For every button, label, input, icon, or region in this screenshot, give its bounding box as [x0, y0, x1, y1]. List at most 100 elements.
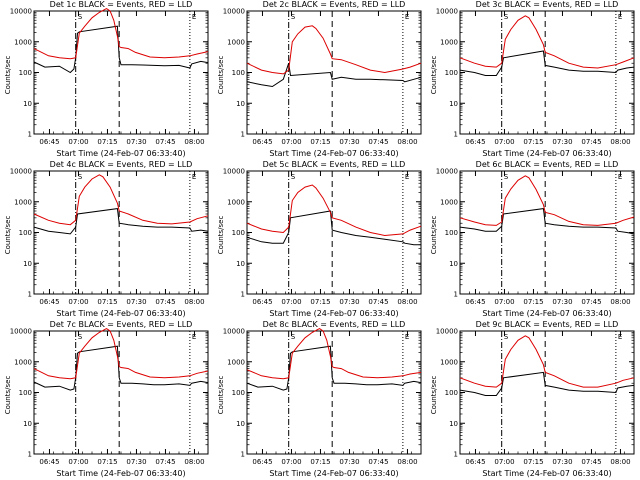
y-tick-label: 10 — [23, 420, 32, 428]
y-tick-label: 1000 — [14, 198, 32, 206]
y-tick-label: 1 — [454, 291, 458, 299]
y-tick-label: 100 — [19, 389, 32, 397]
x-tick-label: 06:45 — [39, 298, 59, 306]
chart-title: Det 2c BLACK = Events, RED = LLD — [262, 0, 406, 9]
x-tick-label: 06:45 — [252, 138, 272, 146]
x-tick-label: 08:00 — [397, 138, 417, 146]
x-tick-label: 07:00 — [494, 138, 514, 146]
x-tick-label: 06:45 — [39, 458, 59, 466]
plot-frame — [33, 10, 209, 135]
y-tick-label: 1000 — [14, 38, 32, 46]
x-tick-label: 07:45 — [155, 298, 175, 306]
marker-label: E — [192, 333, 196, 341]
chart-panel-det-5: Det 5c BLACK = Events, RED = LLD Start Ti… — [213, 160, 426, 320]
y-tick-label: 1000 — [440, 198, 458, 206]
chart-plot: 1 10 100 1000 10000 06:45 07:00 07:15 07:30 07:45… — [223, 8, 422, 146]
y-tick-label: 10 — [236, 260, 245, 268]
y-tick-label: 10 — [23, 260, 32, 268]
series-line-lld — [459, 175, 635, 226]
plot-frame — [33, 330, 209, 455]
y-tick-label: 1 — [28, 451, 32, 459]
chart-title: Det 5c BLACK = Events, RED = LLD — [262, 160, 406, 169]
y-tick-label: 1 — [28, 131, 32, 139]
x-tick-label: 07:15 — [310, 458, 330, 466]
x-tick-label: 08:00 — [184, 458, 204, 466]
chart-title: Det 9c BLACK = Events, RED = LLD — [475, 320, 619, 329]
chart-title: Det 6c BLACK = Events, RED = LLD — [475, 160, 619, 169]
series-line-lld — [33, 328, 209, 380]
x-tick-label: 08:00 — [610, 138, 630, 146]
series-line-events — [459, 208, 635, 235]
chart-panel-det-4: Det 4c BLACK = Events, RED = LLD Start Ti… — [0, 160, 213, 320]
x-tick-label: 07:30 — [126, 298, 146, 306]
x-axis-label: Start Time (24-Feb-07 06:33:40) — [482, 309, 612, 318]
series-line-lld — [246, 184, 422, 237]
y-tick-label: 10000 — [10, 8, 32, 16]
y-tick-label: 1000 — [440, 38, 458, 46]
x-axis-label: Start Time (24-Feb-07 06:33:40) — [269, 149, 399, 158]
y-tick-label: 1000 — [227, 198, 245, 206]
marker-label: S — [78, 173, 83, 181]
y-tick-label: 100 — [232, 69, 245, 77]
y-tick-label: 100 — [445, 69, 458, 77]
marker-label: E — [405, 13, 409, 21]
x-axis-label: Start Time (24-Feb-07 06:33:40) — [56, 309, 186, 318]
y-tick-label: 100 — [232, 229, 245, 237]
y-tick-label: 100 — [19, 229, 32, 237]
x-tick-label: 07:45 — [581, 458, 601, 466]
y-tick-label: 1 — [454, 451, 458, 459]
x-tick-label: 07:45 — [581, 298, 601, 306]
chart-panel-det-9: Det 9c BLACK = Events, RED = LLD Start Ti… — [426, 320, 639, 480]
y-tick-label: 10000 — [223, 168, 245, 176]
x-axis-label: Start Time (24-Feb-07 06:33:40) — [482, 469, 612, 478]
x-tick-label: 06:45 — [465, 458, 485, 466]
x-tick-label: 07:00 — [68, 298, 88, 306]
chart-plot: 1 10 100 1000 10000 06:45 07:00 07:15 07:30 07:45… — [436, 328, 635, 466]
y-tick-label: 10000 — [436, 328, 458, 336]
chart-plot: 1 10 100 1000 10000 06:45 07:00 07:15 07:30 07:45… — [223, 168, 422, 306]
y-tick-label: 10 — [449, 260, 458, 268]
series-line-events — [459, 50, 635, 76]
y-tick-label: 100 — [445, 229, 458, 237]
y-tick-label: 1 — [454, 131, 458, 139]
marker-label: S — [504, 173, 509, 181]
y-tick-label: 10000 — [436, 8, 458, 16]
chart-title: Det 7c BLACK = Events, RED = LLD — [49, 320, 193, 329]
x-tick-label: 08:00 — [397, 458, 417, 466]
series-line-events — [33, 345, 209, 391]
y-tick-label: 1000 — [14, 358, 32, 366]
y-tick-label: 10000 — [436, 168, 458, 176]
x-tick-label: 07:30 — [339, 458, 359, 466]
x-tick-label: 07:30 — [552, 298, 572, 306]
y-tick-label: 10000 — [223, 328, 245, 336]
marker-label: E — [618, 173, 622, 181]
x-tick-label: 07:15 — [310, 138, 330, 146]
x-tick-label: 07:00 — [494, 298, 514, 306]
x-tick-label: 08:00 — [184, 298, 204, 306]
x-tick-label: 07:15 — [310, 298, 330, 306]
y-tick-label: 1 — [28, 291, 32, 299]
chart-panel-det-2: Det 2c BLACK = Events, RED = LLD Start Ti… — [213, 0, 426, 160]
marker-label: S — [78, 13, 83, 21]
marker-label: S — [504, 13, 509, 21]
x-axis-label: Start Time (24-Feb-07 06:33:40) — [269, 309, 399, 318]
x-tick-label: 07:30 — [126, 458, 146, 466]
chart-plot: 1 10 100 1000 10000 06:45 07:00 07:15 07:30 07:45… — [10, 8, 209, 146]
x-axis-label: Start Time (24-Feb-07 06:33:40) — [482, 149, 612, 158]
x-tick-label: 07:15 — [523, 298, 543, 306]
x-tick-label: 07:15 — [97, 138, 117, 146]
y-tick-label: 100 — [19, 69, 32, 77]
series-line-events — [33, 208, 209, 235]
x-tick-label: 07:30 — [339, 138, 359, 146]
chart-panel-det-8: Det 8c BLACK = Events, RED = LLD Start Ti… — [213, 320, 426, 480]
x-tick-label: 07:45 — [368, 298, 388, 306]
marker-label: S — [78, 333, 83, 341]
x-tick-label: 07:00 — [494, 458, 514, 466]
x-tick-label: 07:30 — [552, 138, 572, 146]
marker-label: E — [192, 173, 196, 181]
x-tick-label: 06:45 — [39, 138, 59, 146]
y-tick-label: 10000 — [10, 168, 32, 176]
chart-title: Det 4c BLACK = Events, RED = LLD — [49, 160, 193, 169]
y-tick-label: 1 — [241, 131, 245, 139]
y-tick-label: 10 — [236, 420, 245, 428]
